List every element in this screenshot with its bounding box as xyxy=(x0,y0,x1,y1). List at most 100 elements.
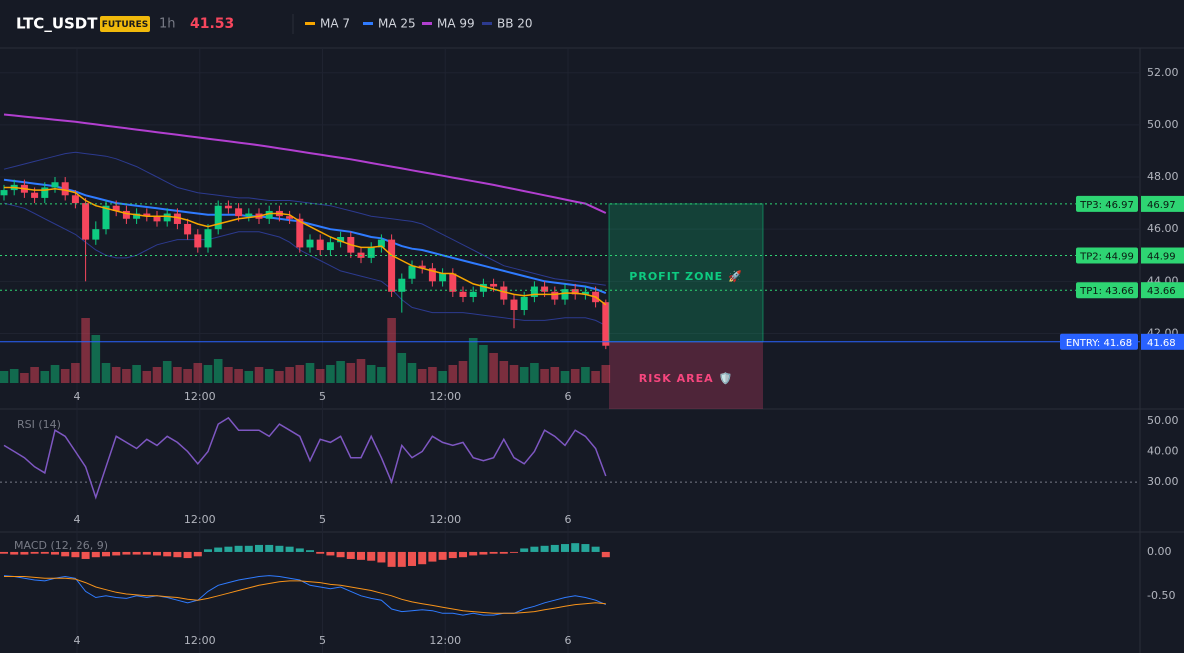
candle-body xyxy=(337,237,345,243)
volume-bar xyxy=(305,363,315,383)
macd-histogram xyxy=(30,551,39,554)
candle-body xyxy=(469,291,477,297)
x-tick-label: 4 xyxy=(74,634,81,647)
volume-bar xyxy=(601,365,611,383)
rsi-line xyxy=(3,416,607,500)
candle-body xyxy=(153,216,161,222)
candle-body xyxy=(296,218,304,248)
volume-bar xyxy=(448,365,458,383)
risk-zone-label: RISK AREA 🛡️ xyxy=(639,372,733,385)
volume-bar xyxy=(50,365,60,383)
x-tick-label: 12:00 xyxy=(184,634,216,647)
candle-body xyxy=(112,205,120,211)
volume-bar xyxy=(591,371,600,383)
volume-bar xyxy=(244,371,254,383)
macd-histogram xyxy=(591,546,600,552)
y-tick-label: 0.00 xyxy=(1147,545,1172,558)
macd-histogram xyxy=(438,551,447,560)
volume-bar xyxy=(387,318,396,383)
candle-body xyxy=(367,247,375,258)
candle-body xyxy=(245,213,253,217)
candle-body xyxy=(71,195,79,204)
axis-tag-bg xyxy=(1141,247,1184,264)
volume-bar xyxy=(499,361,509,383)
candle-body xyxy=(500,286,508,300)
volume-bar xyxy=(560,371,570,383)
candle-body xyxy=(122,210,130,219)
macd-histogram xyxy=(81,551,90,559)
volume-bar xyxy=(60,369,70,383)
macd-histogram xyxy=(142,551,151,555)
macd-histogram xyxy=(132,551,141,555)
candle-body xyxy=(561,289,569,300)
macd-histogram xyxy=(275,545,284,552)
volume-bar xyxy=(193,363,203,383)
volume-bar xyxy=(81,318,90,383)
macd-histogram xyxy=(71,551,80,558)
candle-body xyxy=(31,192,39,198)
bb-upper xyxy=(3,151,606,286)
volume-bar xyxy=(326,365,335,383)
volume-bar xyxy=(438,371,447,383)
macd-histogram xyxy=(520,548,529,552)
volume-bar xyxy=(540,369,549,383)
ma25 xyxy=(3,178,607,295)
candle-body xyxy=(133,213,141,219)
candle-body xyxy=(0,190,8,196)
volume-bar xyxy=(336,361,345,383)
y-tick-label: 50.00 xyxy=(1147,118,1179,131)
candle-body xyxy=(551,291,559,300)
candle-body xyxy=(428,268,436,282)
x-tick-label: 4 xyxy=(74,390,81,403)
volume-bar xyxy=(224,367,233,383)
candle-body xyxy=(449,273,457,292)
candle-body xyxy=(163,213,171,222)
macd-histogram xyxy=(408,551,416,566)
volume-bar xyxy=(111,367,121,383)
macd-histogram xyxy=(10,551,19,555)
macd-histogram xyxy=(489,551,498,554)
volume-bar xyxy=(489,353,498,383)
level-tag-bg xyxy=(1076,282,1138,299)
macd-histogram xyxy=(153,551,161,556)
x-tick-label: 6 xyxy=(565,390,572,403)
candle-body xyxy=(173,213,181,224)
volume-bar xyxy=(346,363,356,383)
macd-histogram xyxy=(102,551,110,557)
axis-tag: 41.68 xyxy=(1147,338,1176,349)
axis-tag: 43.66 xyxy=(1147,286,1176,297)
legend-label: MA 99 xyxy=(437,17,475,31)
candle-body xyxy=(530,286,538,297)
volume-bar xyxy=(91,335,101,383)
candle-body xyxy=(459,291,467,297)
volume-bar xyxy=(9,369,19,383)
badge: FUTURES xyxy=(102,20,148,30)
candle-body xyxy=(306,239,314,248)
macd-histogram xyxy=(224,546,233,552)
volume-bar xyxy=(40,371,50,383)
volume-bar xyxy=(275,371,284,383)
candle-body xyxy=(265,210,273,219)
candle-body xyxy=(326,242,334,251)
macd-histogram xyxy=(193,551,202,557)
x-tick-label: 6 xyxy=(565,513,572,526)
macd-histogram xyxy=(122,551,131,555)
candle-body xyxy=(224,205,232,209)
macd-histogram xyxy=(367,551,376,561)
volume-bar xyxy=(397,353,407,383)
macd-histogram xyxy=(550,544,559,552)
macd-histogram xyxy=(397,551,406,567)
macd-histogram xyxy=(316,551,325,554)
candle-body xyxy=(388,239,396,292)
macd-histogram xyxy=(377,551,386,563)
macd-histogram xyxy=(214,547,223,552)
bb-lower xyxy=(3,202,607,327)
macd-histogram xyxy=(306,550,314,552)
macd-histogram xyxy=(571,543,580,552)
volume-bar xyxy=(295,365,305,383)
axis-tag-bg xyxy=(1141,195,1184,212)
candle-body xyxy=(541,286,549,292)
volume-bar xyxy=(356,359,366,383)
volume-bar xyxy=(407,363,417,383)
